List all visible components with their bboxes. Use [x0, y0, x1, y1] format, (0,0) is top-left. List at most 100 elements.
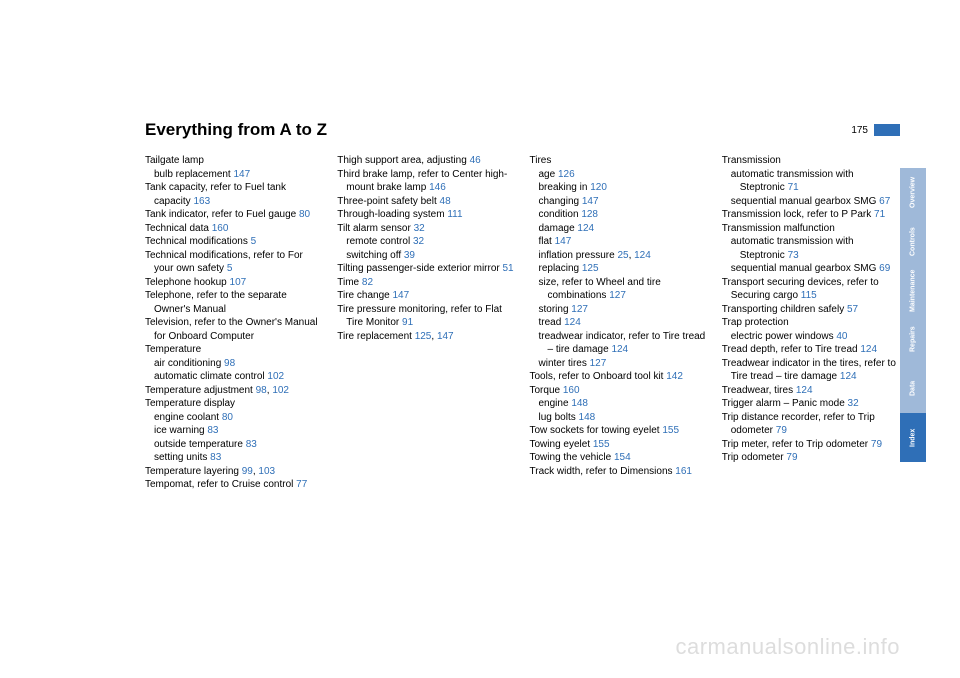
page-ref[interactable]: 127 [571, 304, 588, 315]
page-ref[interactable]: 32 [414, 223, 425, 234]
entry-text: flat [539, 236, 555, 247]
page-ref[interactable]: 124 [796, 385, 813, 396]
page-content: Everything from A to Z 175 Tailgate lamp… [0, 0, 960, 678]
page-ref[interactable]: 111 [447, 209, 462, 220]
page-ref[interactable]: 155 [662, 425, 679, 436]
entry-text: switching off [346, 250, 404, 261]
index-entry: Through-loading system 111 [337, 208, 515, 222]
page-ref[interactable]: 125 [415, 331, 432, 342]
page-ref[interactable]: 160 [212, 223, 229, 234]
page-ref[interactable]: 124 [634, 250, 651, 261]
page-ref[interactable]: 163 [193, 196, 210, 207]
page-ref[interactable]: 124 [840, 371, 857, 382]
page-ref[interactable]: 147 [437, 331, 454, 342]
page-ref[interactable]: 128 [581, 209, 598, 220]
page-ref[interactable]: 83 [246, 439, 257, 450]
page-ref[interactable]: 83 [207, 425, 218, 436]
page-ref[interactable]: 79 [786, 452, 797, 463]
page-ref[interactable]: 98 [224, 358, 235, 369]
page-ref[interactable]: 79 [871, 439, 882, 450]
page-ref[interactable]: 48 [440, 196, 451, 207]
page-ref[interactable]: 148 [579, 412, 596, 423]
page-ref[interactable]: 32 [848, 398, 859, 409]
page-ref[interactable]: 124 [577, 223, 594, 234]
section-tab-data[interactable]: Data [900, 364, 926, 413]
page-ref[interactable]: 102 [267, 371, 284, 382]
page-ref[interactable]: 115 [801, 290, 817, 301]
section-tab-controls[interactable]: Controls [900, 217, 926, 266]
page-ref[interactable]: 120 [590, 182, 607, 193]
page-ref[interactable]: 147 [555, 236, 572, 247]
page-ref[interactable]: 147 [392, 290, 409, 301]
page-ref[interactable]: 91 [402, 317, 413, 328]
index-entry: Tempomat, refer to Cruise control 77 [145, 478, 323, 492]
page-ref[interactable]: 77 [296, 479, 307, 490]
page-ref[interactable]: 5 [227, 263, 233, 274]
page-ref[interactable]: 57 [847, 304, 858, 315]
index-entry: Tow sockets for towing eyelet 155 [530, 424, 708, 438]
entry-text: Tempomat, refer to Cruise control [145, 479, 296, 490]
page-ref[interactable]: 98 [256, 385, 267, 396]
entry-text: engine coolant [154, 412, 222, 423]
page-ref[interactable]: 154 [614, 452, 631, 463]
index-entry: Three-point safety belt 48 [337, 195, 515, 209]
page-ref[interactable]: 161 [675, 466, 692, 477]
page-ref[interactable]: 146 [429, 182, 446, 193]
page-ref[interactable]: 125 [582, 263, 599, 274]
page-ref[interactable]: 5 [251, 236, 257, 247]
section-tab-index[interactable]: Index [900, 413, 926, 462]
page-ref[interactable]: 67 [879, 196, 890, 207]
entry-text: Temperature display [145, 398, 235, 409]
page-ref[interactable]: 80 [222, 412, 233, 423]
page-ref[interactable]: 32 [413, 236, 424, 247]
page-ref[interactable]: 25 [617, 250, 628, 261]
page-ref[interactable]: 103 [258, 466, 275, 477]
page-ref[interactable]: 83 [210, 452, 221, 463]
entry-text: Trigger alarm – Panic mode [722, 398, 848, 409]
page-ref[interactable]: 73 [788, 250, 799, 261]
page-ref[interactable]: 39 [404, 250, 415, 261]
entry-text: Temperature adjustment [145, 385, 256, 396]
index-entry: Treadwear indicator in the tires, refer … [722, 357, 900, 384]
index-entry: Technical data 160 [145, 222, 323, 236]
page-ref[interactable]: 51 [503, 263, 514, 274]
index-entry: Transporting children safely 57 [722, 303, 900, 317]
section-tab-maintenance[interactable]: Maintenance [900, 266, 926, 315]
page-ref[interactable]: 124 [564, 317, 581, 328]
section-tab-overview[interactable]: Overview [900, 168, 926, 217]
page-ref[interactable]: 142 [666, 371, 683, 382]
entry-text: bulb replacement [154, 169, 234, 180]
entry-text: Trap protection [722, 317, 789, 328]
section-tab-repairs[interactable]: Repairs [900, 315, 926, 364]
page-ref[interactable]: 102 [272, 385, 289, 396]
page-ref[interactable]: 160 [563, 385, 580, 396]
page-ref[interactable]: 80 [299, 209, 310, 220]
page-ref[interactable]: 79 [776, 425, 787, 436]
page-ref[interactable]: 46 [470, 155, 481, 166]
page-ref[interactable]: 155 [593, 439, 610, 450]
page-ref[interactable]: 147 [582, 196, 599, 207]
index-entry: Towing eyelet 155 [530, 438, 708, 452]
entry-text: winter tires [539, 358, 590, 369]
page-ref[interactable]: 126 [558, 169, 575, 180]
index-entry: Temperature [145, 343, 323, 357]
entry-text: lug bolts [539, 412, 579, 423]
page-ref[interactable]: 82 [362, 277, 373, 288]
page-ref[interactable]: 71 [874, 209, 885, 220]
index-columns: Tailgate lampbulb replacement 147Tank ca… [145, 154, 900, 492]
page-ref[interactable]: 124 [611, 344, 628, 355]
page-ref[interactable]: 127 [590, 358, 607, 369]
page-ref[interactable]: 71 [788, 182, 799, 193]
page-ref[interactable]: 107 [230, 277, 247, 288]
page-ref[interactable]: 127 [609, 290, 626, 301]
index-subentry: damage 124 [530, 222, 708, 236]
index-subentry: sequential manual gearbox SMG 67 [722, 195, 900, 209]
page-ref[interactable]: 99 [242, 466, 253, 477]
page-ref[interactable]: 40 [836, 331, 847, 342]
page-ref[interactable]: 147 [234, 169, 251, 180]
page-ref[interactable]: 124 [860, 344, 877, 355]
entry-text: Telephone hookup [145, 277, 230, 288]
page-ref[interactable]: 148 [571, 398, 588, 409]
page-ref[interactable]: 69 [879, 263, 890, 274]
index-subentry: automatic transmission with Steptronic 7… [722, 235, 900, 262]
